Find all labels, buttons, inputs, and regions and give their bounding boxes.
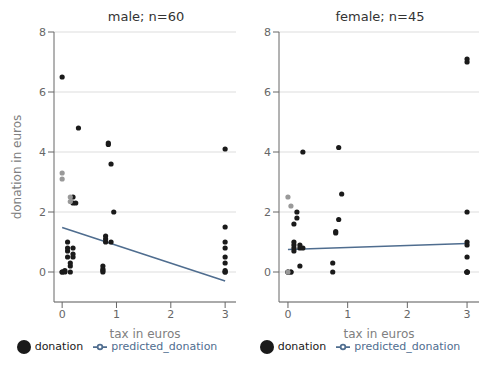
html-text:female; n=45: female; n=45 — [335, 9, 425, 24]
svg-text:0: 0 — [59, 308, 66, 321]
svg-text:0: 0 — [284, 308, 291, 321]
html-text:donation: donation — [277, 340, 327, 353]
html-text:male; n=60: male; n=60 — [107, 9, 185, 24]
html-text:predicted_donation: predicted_donation — [354, 340, 461, 353]
svg-text:0: 0 — [264, 266, 271, 279]
svg-text:6: 6 — [264, 86, 271, 99]
svg-text:8: 8 — [39, 26, 46, 39]
svg-text:2: 2 — [264, 206, 271, 219]
svg-text:1: 1 — [113, 308, 120, 321]
svg-text:3: 3 — [222, 308, 229, 321]
svg-text:0: 0 — [39, 266, 46, 279]
svg-text:6: 6 — [39, 86, 46, 99]
svg-text:tax in euros: tax in euros — [110, 327, 181, 341]
svg-text:3: 3 — [464, 308, 471, 321]
svg-text:2: 2 — [404, 308, 411, 321]
svg-text:1: 1 — [344, 308, 351, 321]
html-text:predicted_donation: predicted_donation — [111, 340, 218, 353]
svg-text:2: 2 — [39, 206, 46, 219]
svg-text:4: 4 — [39, 146, 46, 159]
html-text:donation: donation — [34, 340, 84, 353]
svg-text:2: 2 — [167, 308, 174, 321]
svg-text:8: 8 — [264, 26, 271, 39]
svg-text:donation in euros: donation in euros — [10, 115, 24, 220]
svg-text:tax in euros: tax in euros — [344, 327, 415, 341]
svg-text:4: 4 — [264, 146, 271, 159]
